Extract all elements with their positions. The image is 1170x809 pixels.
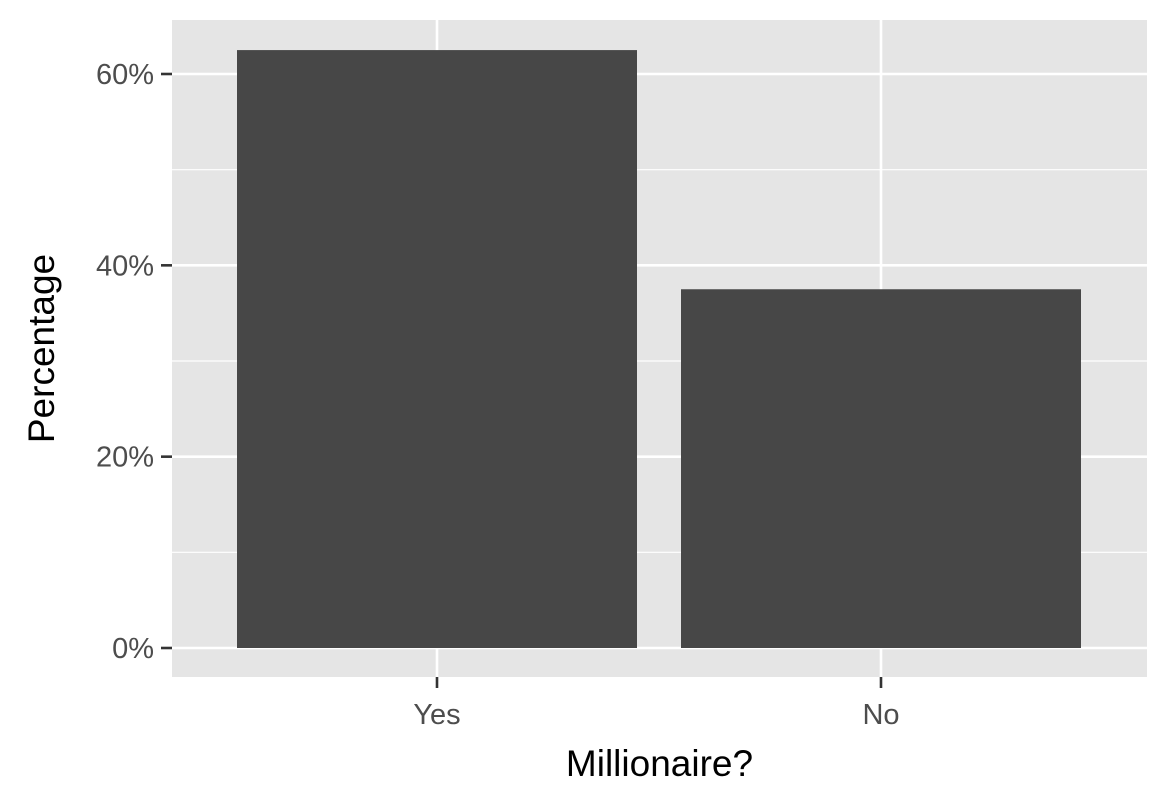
y-tick-label: 0% <box>112 633 154 665</box>
bar-no <box>681 289 1081 648</box>
x-axis: Yes No <box>413 677 900 731</box>
y-axis: 0% 20% 40% 60% <box>96 59 172 665</box>
x-axis-title: Millionaire? <box>566 743 753 784</box>
y-tick-label: 40% <box>96 250 154 282</box>
x-tick-label: No <box>862 699 899 731</box>
x-tick-label: Yes <box>413 699 460 731</box>
y-tick-label: 60% <box>96 59 154 91</box>
bars <box>237 50 1081 649</box>
y-tick-label: 20% <box>96 442 154 474</box>
y-axis-title: Percentage <box>21 254 62 443</box>
bar-yes <box>237 50 637 649</box>
